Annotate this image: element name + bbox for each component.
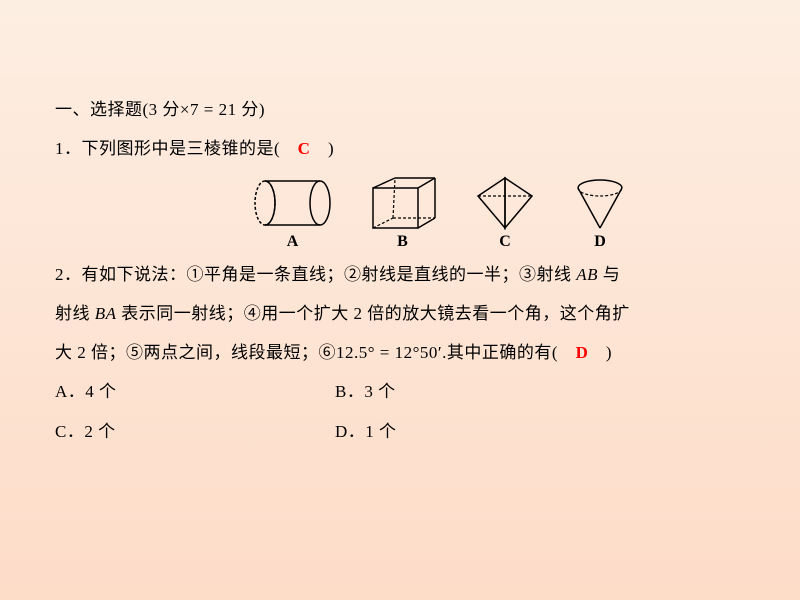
q2-options-row2: C．2 个 D．1 个	[55, 412, 745, 451]
q2-line2: 射线 BA 表示同一射线；④用一个扩大 2 倍的放大镜去看一个角，这个角扩	[55, 294, 745, 333]
q2-l2a: 射线	[55, 304, 95, 323]
q2-optD: D．1 个	[335, 412, 397, 451]
shape-c-container: C	[470, 176, 540, 251]
q1-answer: C	[298, 139, 311, 158]
prism-icon	[365, 176, 440, 231]
q2-optC: C．2 个	[55, 412, 335, 451]
shape-c-label: C	[499, 233, 511, 251]
q2-line1: 2．有如下说法：①平角是一条直线；②射线是直线的一半；③射线 AB 与	[55, 255, 745, 294]
shape-d-label: D	[594, 233, 606, 251]
q2-answer: D	[576, 343, 589, 362]
q2-l3a: 大 2 倍；⑤两点之间，线段最短；⑥12.5° = 12°50′.其中正确的有(	[55, 343, 576, 362]
q2-ab: AB	[576, 265, 598, 284]
section-header: 一、选择题(3 分×7 = 21 分)	[55, 90, 745, 129]
q1-stem-before: 1．下列图形中是三棱锥的是(	[55, 139, 298, 158]
cylinder-icon	[250, 176, 335, 231]
q2-l1b: 与	[598, 265, 620, 284]
q2-optA: A．4 个	[55, 372, 335, 411]
q2-line3: 大 2 倍；⑤两点之间，线段最短；⑥12.5° = 12°50′.其中正确的有(…	[55, 333, 745, 372]
shape-b-label: B	[397, 233, 408, 251]
shape-d-container: D	[570, 176, 630, 251]
shapes-row: A B C D	[55, 176, 745, 251]
q2-options-row1: A．4 个 B．3 个	[55, 372, 745, 411]
shape-a-container: A	[250, 176, 335, 251]
q1-stem-after: )	[310, 139, 334, 158]
cone-icon	[570, 176, 630, 231]
shape-b-container: B	[365, 176, 440, 251]
q2-l2b: 表示同一射线；④用一个扩大 2 倍的放大镜去看一个角，这个角扩	[117, 304, 630, 323]
q1-stem: 1．下列图形中是三棱锥的是( C )	[55, 129, 745, 168]
shape-a-label: A	[287, 233, 299, 251]
q2-ba: BA	[95, 304, 117, 323]
triangular-pyramid-icon	[470, 176, 540, 231]
q2-optB: B．3 个	[335, 372, 396, 411]
q2-l3b: )	[588, 343, 612, 362]
q2-l1a: 2．有如下说法：①平角是一条直线；②射线是直线的一半；③射线	[55, 265, 576, 284]
